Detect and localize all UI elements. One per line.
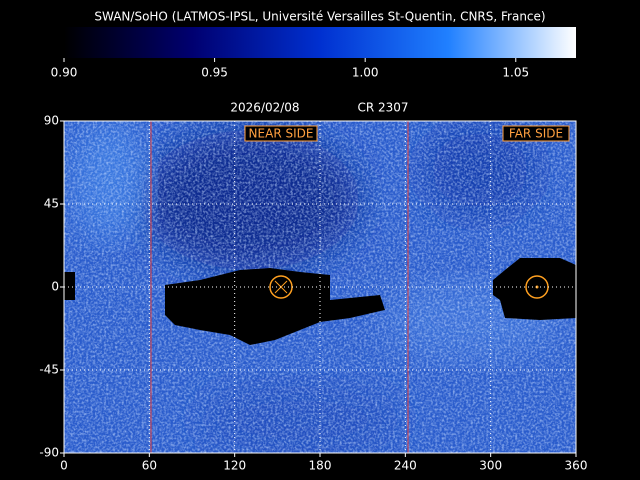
x-tick-label: 0 [60,459,68,473]
x-tick-label: 120 [223,459,246,473]
y-tick-label: 0 [51,280,59,294]
x-tick-label: 240 [394,459,417,473]
y-tick-label: 90 [44,114,59,128]
chart-title: SWAN/SoHO (LATMOS-IPSL, Université Versa… [94,10,545,24]
annotation: FAR SIDE [509,127,563,141]
colorbar-tick-label: 1.05 [502,66,529,80]
colorbar [64,27,576,58]
rotation: CR 2307 [357,101,408,115]
x-tick-label: 60 [142,459,157,473]
near-box [244,125,318,142]
colorbar-tick-label: 1.00 [352,66,379,80]
colorbar-tick-label: 0.90 [51,66,78,80]
y-tick-label: -45 [39,363,59,377]
y-tick-label: 45 [44,197,59,211]
x-tick-label: 360 [565,459,588,473]
date: 2026/02/08 [230,101,299,115]
far-box [502,125,570,142]
x-tick-label: 180 [309,459,332,473]
annotation: NEAR SIDE [249,127,314,141]
x-tick-label: 300 [479,459,502,473]
y-tick-label: -90 [39,446,59,460]
colorbar-tick-label: 0.95 [201,66,228,80]
